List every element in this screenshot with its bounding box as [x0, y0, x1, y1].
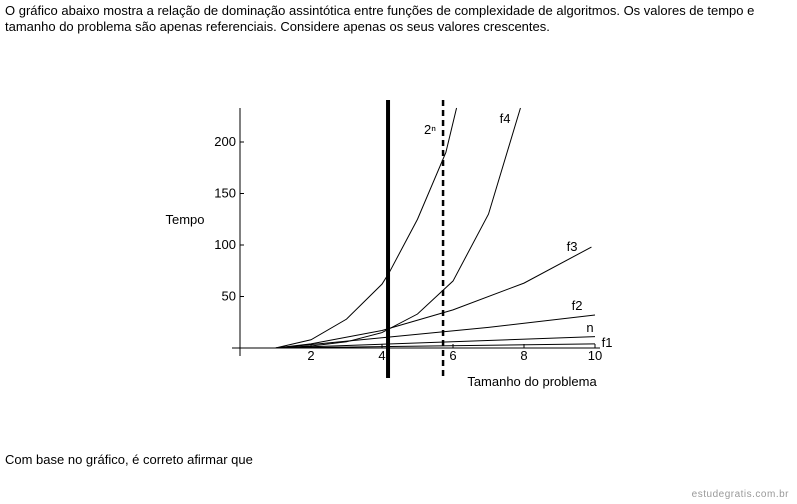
watermark: estudegratis.com.br — [691, 489, 789, 500]
curve — [275, 343, 596, 349]
x-tick-label: 8 — [520, 348, 527, 363]
y-tick-label: 200 — [214, 134, 236, 149]
x-tick-label: 10 — [588, 348, 602, 363]
y-tick-label: 50 — [222, 288, 236, 303]
y-tick-label: 150 — [214, 185, 236, 200]
y-tick-label: 100 — [214, 237, 236, 252]
curve — [275, 246, 592, 349]
curve-label: f2 — [572, 298, 583, 313]
curve — [275, 336, 596, 349]
x-tick-label: 2 — [307, 348, 314, 363]
x-axis-label: Tamanho do problema — [467, 374, 597, 389]
curve-label: f4 — [500, 111, 511, 126]
curve-label: f1 — [602, 335, 613, 350]
question-text: Com base no gráfico, é correto afirmar q… — [5, 452, 253, 467]
x-tick-label: 6 — [449, 348, 456, 363]
curve-label: 2ⁿ — [424, 122, 436, 137]
y-axis-label: Tempo — [165, 212, 204, 227]
curve-label: n — [586, 320, 593, 335]
curve-label: f3 — [567, 239, 578, 254]
x-tick-label: 4 — [378, 348, 385, 363]
curve — [275, 107, 521, 349]
curve — [275, 314, 596, 349]
intro-text: O gráfico abaixo mostra a relação de dom… — [5, 3, 755, 34]
curve — [275, 107, 458, 349]
